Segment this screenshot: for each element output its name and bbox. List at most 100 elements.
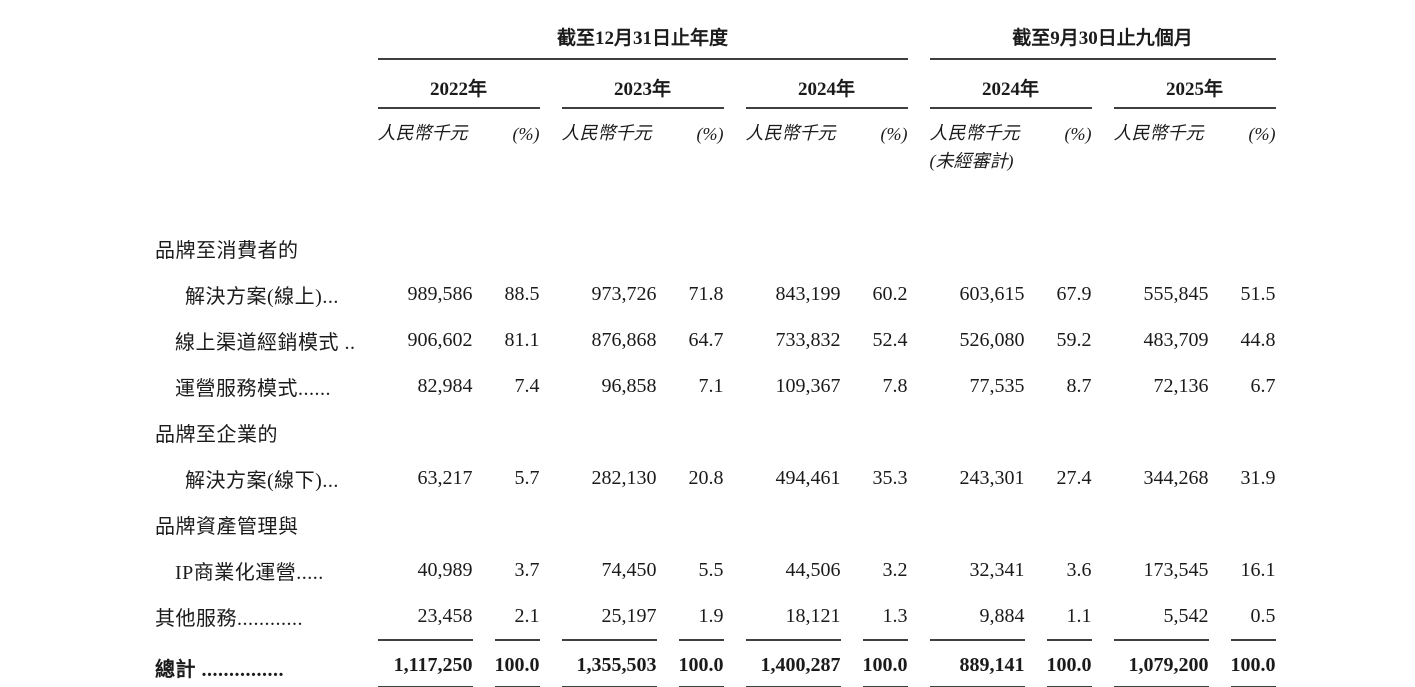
total-percent-cell: 100.0 xyxy=(1046,639,1092,687)
percent-cell: 81.1 xyxy=(504,328,540,351)
amount-cell: 494,461 xyxy=(775,466,841,489)
total-amount-cell: 1,355,503 xyxy=(561,639,657,687)
row-label: 其他服務............ xyxy=(155,607,303,630)
year-header-row: 2022年 2023年 2024年 2024年 2025年 xyxy=(155,60,1276,109)
unit-label: 人民幣千元 xyxy=(561,123,652,143)
percent-cell: 7.4 xyxy=(514,374,540,397)
row-label: 品牌至企業的 xyxy=(155,423,278,446)
percent-cell: 1.9 xyxy=(698,604,724,627)
percent-cell: 59.2 xyxy=(1056,328,1092,351)
amount-cell: 282,130 xyxy=(591,466,657,489)
percent-cell: 1.3 xyxy=(882,604,908,627)
period-header-nine-months: 截至9月30日止九個月 xyxy=(929,12,1276,60)
amount-cell: 603,615 xyxy=(959,282,1025,305)
total-amount-cell: 1,400,287 xyxy=(745,639,841,687)
amount-cell: 173,545 xyxy=(1143,558,1209,581)
percent-label: (%) xyxy=(696,124,724,144)
amount-cell: 77,535 xyxy=(969,374,1025,397)
year-header-2023: 2023年 xyxy=(561,60,724,109)
amount-cell: 40,989 xyxy=(417,558,473,581)
amount-cell: 973,726 xyxy=(591,282,657,305)
amount-cell: 876,868 xyxy=(591,328,657,351)
amount-cell: 5,542 xyxy=(1163,604,1209,627)
total-percent-cell: 100.0 xyxy=(1230,639,1276,687)
percent-label: (%) xyxy=(880,124,908,144)
percent-cell: 44.8 xyxy=(1240,328,1276,351)
percent-cell: 3.2 xyxy=(882,558,908,581)
percent-cell: 2.1 xyxy=(514,604,540,627)
percent-cell: 64.7 xyxy=(688,328,724,351)
year-header-9m2024: 2024年 xyxy=(929,60,1092,109)
amount-cell: 44,506 xyxy=(785,558,841,581)
amount-cell: 63,217 xyxy=(417,466,473,489)
percent-label: (%) xyxy=(1064,124,1092,144)
amount-cell: 82,984 xyxy=(417,374,473,397)
amount-cell: 989,586 xyxy=(407,282,473,305)
amount-cell: 74,450 xyxy=(601,558,657,581)
percent-cell: 5.7 xyxy=(514,466,540,489)
percent-cell: 67.9 xyxy=(1056,282,1092,305)
row-operation-services: 運營服務模式...... 82,984 7.4 96,858 7.1 109,3… xyxy=(155,363,1276,409)
percent-cell: 3.6 xyxy=(1066,558,1092,581)
amount-cell: 32,341 xyxy=(969,558,1025,581)
row-label: 品牌資產管理與 xyxy=(155,515,299,538)
amount-cell: 483,709 xyxy=(1143,328,1209,351)
percent-cell: 8.7 xyxy=(1066,374,1092,397)
percent-cell: 0.5 xyxy=(1250,604,1276,627)
total-amount-cell: 1,117,250 xyxy=(377,639,473,687)
percent-cell: 27.4 xyxy=(1056,466,1092,489)
units-header-row: 人民幣千元 (%) 人民幣千元 (%) 人民幣千元 (%) 人民幣千元 (%) … xyxy=(155,109,1276,145)
row-label: 解決方案(線下)... xyxy=(185,469,339,492)
percent-cell: 71.8 xyxy=(688,282,724,305)
percent-cell: 5.5 xyxy=(698,558,724,581)
revenue-breakdown-table: 截至12月31日止年度 截至9月30日止九個月 2022年 2023年 2024… xyxy=(133,12,1298,687)
percent-cell: 16.1 xyxy=(1240,558,1276,581)
year-header-2022: 2022年 xyxy=(377,60,540,109)
amount-cell: 555,845 xyxy=(1143,282,1209,305)
percent-label: (%) xyxy=(1248,124,1276,144)
amount-cell: 243,301 xyxy=(959,466,1025,489)
amount-cell: 109,367 xyxy=(775,374,841,397)
row-label: 運營服務模式...... xyxy=(175,377,331,400)
row-label: 品牌至消費者的 xyxy=(155,239,299,262)
amount-cell: 18,121 xyxy=(785,604,841,627)
percent-cell: 35.3 xyxy=(872,466,908,489)
amount-cell: 526,080 xyxy=(959,328,1025,351)
percent-cell: 1.1 xyxy=(1066,604,1092,627)
amount-cell: 344,268 xyxy=(1143,466,1209,489)
spacer-row xyxy=(155,175,1276,225)
percent-cell: 88.5 xyxy=(504,282,540,305)
percent-cell: 51.5 xyxy=(1240,282,1276,305)
total-label: 總計 ............... xyxy=(155,659,284,681)
category-brand-to-consumer: 品牌至消費者的 xyxy=(155,225,1276,271)
amount-cell: 23,458 xyxy=(417,604,473,627)
row-other-services: 其他服務............ 23,458 2.1 25,197 1.9 1… xyxy=(155,593,1276,639)
total-percent-cell: 100.0 xyxy=(862,639,908,687)
row-label: 解決方案(線上)... xyxy=(185,285,339,308)
amount-cell: 96,858 xyxy=(601,374,657,397)
category-brand-to-business: 品牌至企業的 xyxy=(155,409,1276,455)
percent-cell: 20.8 xyxy=(688,466,724,489)
percent-cell: 60.2 xyxy=(872,282,908,305)
amount-cell: 25,197 xyxy=(601,604,657,627)
amount-cell: 9,884 xyxy=(979,604,1025,627)
row-ip-commercialization: IP商業化運營..... 40,989 3.7 74,450 5.5 44,50… xyxy=(155,547,1276,593)
row-label: IP商業化運營..... xyxy=(175,561,324,584)
row-solutions-offline: 解決方案(線下)... 63,217 5.7 282,130 20.8 494,… xyxy=(155,455,1276,501)
percent-cell: 3.7 xyxy=(514,558,540,581)
unit-label: 人民幣千元 xyxy=(745,123,836,143)
total-percent-cell: 100.0 xyxy=(678,639,724,687)
row-label: 線上渠道經銷模式 .. xyxy=(175,331,356,354)
unaudited-note-row: (未經審計) xyxy=(155,145,1276,175)
unit-label: 人民幣千元 xyxy=(1113,123,1204,143)
percent-label: (%) xyxy=(512,124,540,144)
total-percent-cell: 100.0 xyxy=(494,639,540,687)
period-header-row: 截至12月31日止年度 截至9月30日止九個月 xyxy=(155,12,1276,60)
period-header-annual: 截至12月31日止年度 xyxy=(377,12,908,60)
row-online-channel-distribution: 線上渠道經銷模式 .. 906,602 81.1 876,868 64.7 73… xyxy=(155,317,1276,363)
amount-cell: 843,199 xyxy=(775,282,841,305)
percent-cell: 31.9 xyxy=(1240,466,1276,489)
percent-cell: 7.8 xyxy=(882,374,908,397)
unit-label: 人民幣千元 xyxy=(377,123,468,143)
